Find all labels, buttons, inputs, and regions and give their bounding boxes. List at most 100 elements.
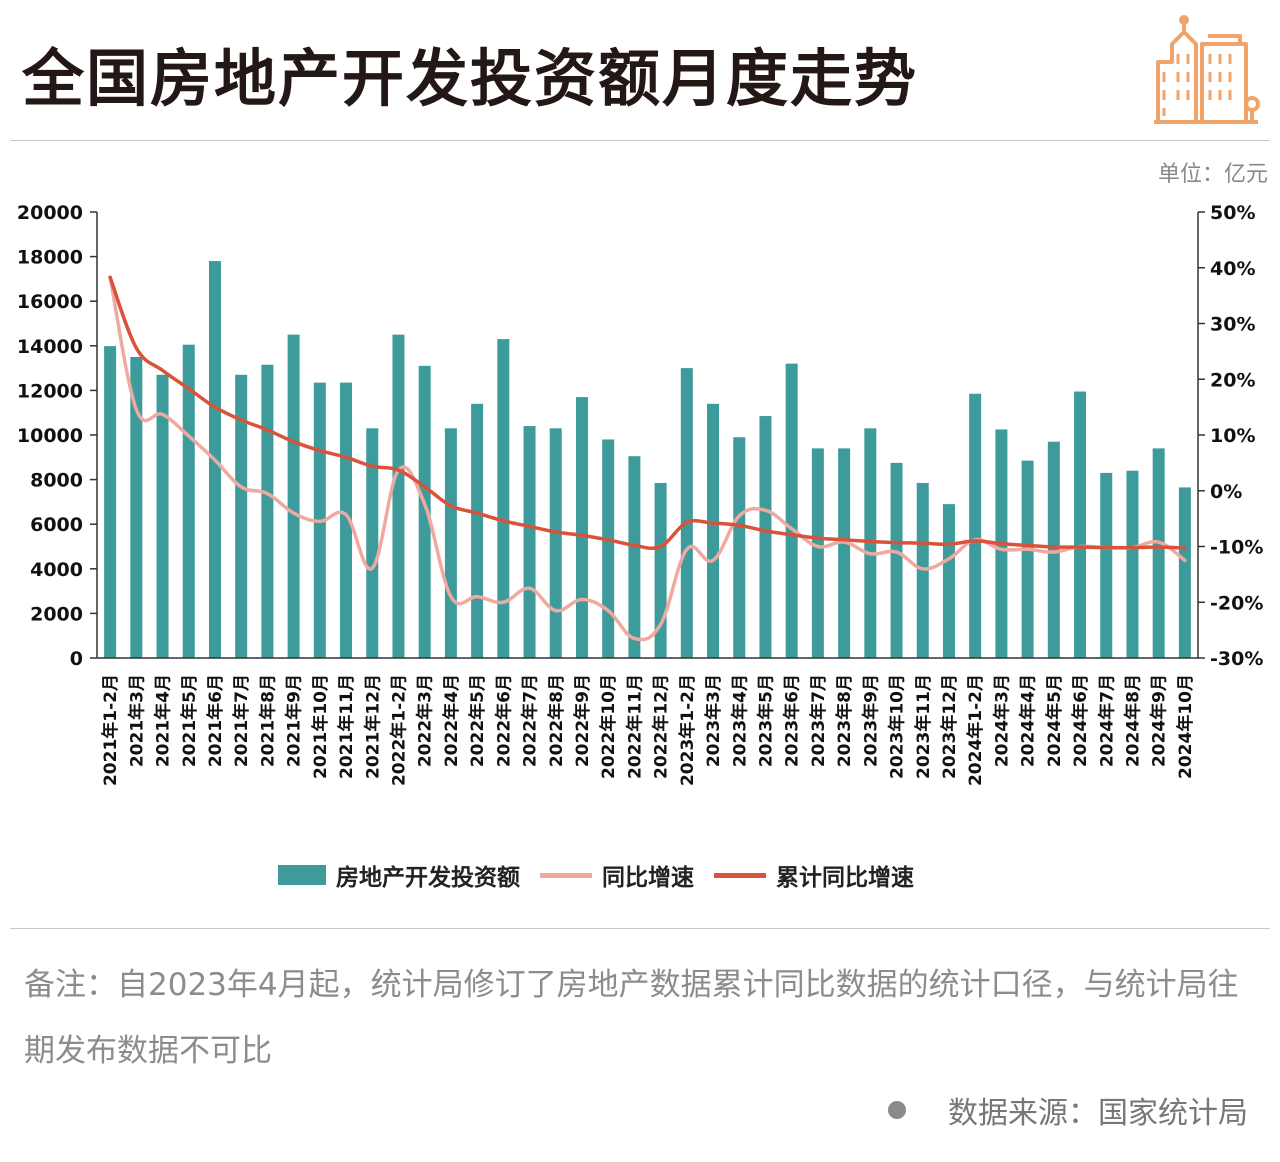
data-source: 数据来源：国家统计局 bbox=[888, 1088, 1248, 1132]
category-label-29: 2023年9月 bbox=[860, 674, 881, 767]
bar-10 bbox=[366, 428, 379, 658]
bar-7 bbox=[287, 334, 300, 658]
legend-item-cumulative: 累计同比增速 bbox=[714, 858, 914, 892]
bar-24 bbox=[733, 437, 746, 658]
left-tick-label-4: 8000 bbox=[30, 470, 83, 492]
bar-17 bbox=[549, 428, 562, 658]
category-label-10: 2021年12月 bbox=[362, 674, 383, 779]
bar-30 bbox=[890, 462, 903, 658]
category-label-20: 2022年11月 bbox=[624, 674, 645, 779]
bar-13 bbox=[444, 428, 457, 658]
right-tick-label-5: 20% bbox=[1210, 369, 1255, 391]
left-tick-label-7: 14000 bbox=[17, 336, 83, 358]
category-label-22: 2023年1-2月 bbox=[677, 674, 698, 786]
bar-12 bbox=[418, 365, 431, 658]
bar-32 bbox=[942, 504, 955, 658]
bar-20 bbox=[628, 456, 641, 658]
category-label-13: 2022年4月 bbox=[441, 674, 462, 767]
left-tick-label-10: 20000 bbox=[17, 202, 83, 224]
data-source-text: 数据来源：国家统计局 bbox=[948, 1096, 1248, 1131]
right-tick-label-0: -30% bbox=[1210, 648, 1263, 670]
category-label-31: 2023年11月 bbox=[913, 674, 934, 779]
bar-22 bbox=[680, 368, 693, 658]
bar-33 bbox=[969, 393, 982, 658]
category-label-28: 2023年8月 bbox=[834, 674, 855, 767]
bar-40 bbox=[1152, 448, 1165, 658]
category-label-34: 2024年3月 bbox=[991, 674, 1012, 767]
bar-11 bbox=[392, 334, 405, 658]
bar-2 bbox=[156, 374, 169, 658]
bar-3 bbox=[182, 344, 195, 658]
chart-legend: 房地产开发投资额 同比增速 累计同比增速 bbox=[278, 858, 934, 892]
left-tick-label-0: 0 bbox=[70, 648, 83, 670]
category-label-14: 2022年5月 bbox=[467, 674, 488, 767]
bar-36 bbox=[1047, 441, 1060, 658]
category-label-30: 2023年10月 bbox=[887, 674, 908, 779]
category-label-33: 2024年1-2月 bbox=[965, 674, 986, 786]
bar-41 bbox=[1178, 487, 1191, 658]
legend-label-investment: 房地产开发投资额 bbox=[336, 865, 520, 891]
category-label-0: 2021年1-2月 bbox=[100, 674, 121, 786]
category-label-25: 2023年5月 bbox=[755, 674, 776, 767]
category-label-12: 2022年3月 bbox=[415, 674, 436, 767]
bar-37 bbox=[1074, 391, 1087, 658]
category-label-16: 2022年7月 bbox=[520, 674, 541, 767]
bar-28 bbox=[838, 448, 851, 658]
legend-item-yoy: 同比增速 bbox=[540, 858, 694, 892]
legend-swatch-bar bbox=[278, 865, 326, 885]
category-label-39: 2024年8月 bbox=[1122, 674, 1143, 767]
category-label-1: 2021年3月 bbox=[126, 674, 147, 767]
left-tick-label-8: 16000 bbox=[17, 291, 83, 313]
category-label-26: 2023年6月 bbox=[782, 674, 803, 767]
left-tick-label-6: 12000 bbox=[17, 380, 83, 402]
bar-27 bbox=[811, 448, 824, 658]
legend-swatch-yoy bbox=[540, 872, 592, 878]
right-tick-label-7: 40% bbox=[1210, 258, 1255, 280]
cumulative-growth-line bbox=[108, 275, 1187, 551]
category-label-24: 2023年4月 bbox=[729, 674, 750, 767]
bar-23 bbox=[707, 403, 720, 658]
footnote: 备注：自2023年4月起，统计局修订了房地产数据累计同比数据的统计口径，与统计局… bbox=[24, 967, 1239, 1069]
bar-18 bbox=[575, 397, 588, 658]
bar-9 bbox=[340, 382, 353, 658]
category-label-5: 2021年7月 bbox=[231, 674, 252, 767]
category-label-17: 2022年8月 bbox=[546, 674, 567, 767]
category-label-27: 2023年7月 bbox=[808, 674, 829, 767]
category-label-7: 2021年9月 bbox=[284, 674, 305, 767]
legend-label-yoy: 同比增速 bbox=[602, 865, 694, 891]
category-label-4: 2021年6月 bbox=[205, 674, 226, 767]
category-label-41: 2024年10月 bbox=[1175, 674, 1196, 779]
legend-label-cumulative: 累计同比增速 bbox=[776, 865, 914, 891]
left-tick-label-1: 2000 bbox=[30, 603, 83, 625]
bar-16 bbox=[523, 426, 536, 658]
left-tick-label-2: 4000 bbox=[30, 559, 83, 581]
category-label-15: 2022年6月 bbox=[493, 674, 514, 767]
category-label-23: 2023年3月 bbox=[703, 674, 724, 767]
category-label-38: 2024年7月 bbox=[1096, 674, 1117, 767]
category-label-40: 2024年9月 bbox=[1149, 674, 1170, 767]
legend-swatch-cumulative bbox=[714, 872, 766, 878]
bar-19 bbox=[602, 439, 615, 658]
header-divider bbox=[10, 140, 1270, 141]
yoy-growth-line bbox=[108, 275, 1187, 642]
bullet-icon bbox=[888, 1101, 906, 1119]
right-tick-label-4: 10% bbox=[1210, 425, 1255, 447]
bar-0 bbox=[104, 346, 117, 658]
category-label-9: 2021年11月 bbox=[336, 674, 357, 779]
right-tick-label-2: -10% bbox=[1210, 537, 1263, 559]
bar-26 bbox=[785, 363, 798, 658]
category-label-3: 2021年5月 bbox=[179, 674, 200, 767]
category-label-6: 2021年8月 bbox=[257, 674, 278, 767]
category-label-37: 2024年6月 bbox=[1070, 674, 1091, 767]
bar-25 bbox=[759, 416, 772, 658]
bar-6 bbox=[261, 364, 274, 658]
category-label-11: 2022年1-2月 bbox=[388, 674, 409, 786]
right-tick-label-8: 50% bbox=[1210, 202, 1255, 224]
category-label-35: 2024年4月 bbox=[1018, 674, 1039, 767]
investment-chart: 0 2000 4000 6000 8000 10000 12000 14000 16000 180… bbox=[17, 202, 1263, 786]
category-label-21: 2022年12月 bbox=[651, 674, 672, 779]
unit-label: 单位：亿元 bbox=[1157, 162, 1268, 187]
left-tick-label-9: 18000 bbox=[17, 247, 83, 269]
legend-item-investment: 房地产开发投资额 bbox=[278, 858, 520, 892]
right-tick-label-6: 30% bbox=[1210, 314, 1255, 336]
